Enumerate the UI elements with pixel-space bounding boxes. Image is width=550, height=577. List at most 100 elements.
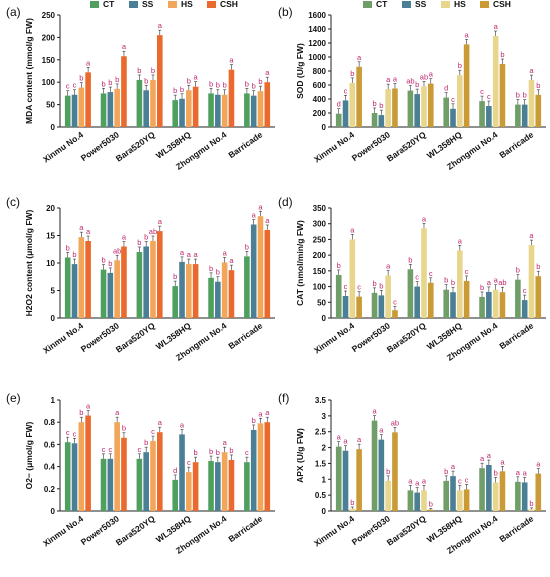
significance-letter: a <box>529 66 534 75</box>
significance-letter: b <box>173 272 177 281</box>
significance-letter: a <box>357 53 362 62</box>
bar <box>535 276 542 318</box>
bar <box>499 64 506 127</box>
legend-label: SS <box>415 0 427 9</box>
bar <box>215 462 221 511</box>
bar <box>244 462 250 511</box>
bar <box>221 452 228 511</box>
y-tick-label: 0 <box>322 507 327 516</box>
x-tick-label: Xinmu No.4 <box>312 513 356 548</box>
bar <box>136 458 143 511</box>
bar <box>208 461 214 511</box>
significance-letter: a <box>386 75 391 84</box>
y-tick-label: 50 <box>46 101 55 110</box>
significance-letter: a <box>229 256 234 265</box>
bar <box>492 482 499 511</box>
chart-panel-4: (d) CAT (nmol/min/g FW) 0 50 100 150 200 250 300… <box>278 195 546 363</box>
significance-letter: c <box>523 286 527 295</box>
significance-letter: b <box>252 82 256 91</box>
bar <box>107 458 114 511</box>
significance-letter: c <box>66 82 70 91</box>
significance-letter: a <box>158 217 163 226</box>
chart-panel-5: (e)O2− (μmol/g FW)00.20.40.60.81c cbaXinm… <box>6 391 275 556</box>
significance-letter: b <box>536 262 540 271</box>
chart-panel-6: (f)APX (U/g FW)00.511.522.533.5a abaXinmu… <box>278 391 546 556</box>
bar <box>378 115 385 127</box>
bar <box>121 246 127 318</box>
bar <box>114 260 120 318</box>
bar <box>250 429 257 511</box>
bar <box>385 275 391 318</box>
y-tick-label: 0 <box>51 507 56 516</box>
bar <box>143 90 149 127</box>
significance-letter: b <box>144 76 148 85</box>
bar <box>515 104 521 127</box>
bar <box>114 422 120 511</box>
legend-swatch <box>480 1 489 8</box>
bar <box>392 432 398 511</box>
y-tick-label: 2 <box>322 444 327 453</box>
significance-letter: a <box>422 476 427 485</box>
significance-letter: b <box>252 416 256 425</box>
bar <box>457 75 463 127</box>
bar <box>228 270 235 318</box>
significance-letter: a <box>494 276 499 285</box>
significance-letter: a <box>265 216 270 225</box>
significance-letter: a <box>122 233 127 242</box>
chart-panel-2: (b) SOD (U/g FW) 0 200 400 600 800 1000 1200 1400… <box>278 0 546 172</box>
significance-letter: ab <box>498 278 506 287</box>
bar <box>78 422 85 511</box>
bar <box>150 241 156 318</box>
bar <box>356 296 362 318</box>
bar <box>535 473 542 511</box>
y-tick-label: 100 <box>42 78 56 87</box>
significance-letter: c <box>465 475 469 484</box>
y-tick-label: 0.8 <box>44 418 56 427</box>
y-tick-label: 15 <box>46 232 55 241</box>
x-tick-label: Barricade <box>497 513 535 544</box>
significance-letter: a <box>393 75 398 84</box>
y-tick-label: 1200 <box>308 39 326 48</box>
significance-letter: a <box>357 435 362 444</box>
x-tick-label: Barricade <box>226 129 264 160</box>
bar <box>64 257 71 318</box>
y-tick-label: 10 <box>46 259 55 268</box>
significance-letter: a <box>194 250 199 259</box>
y-tick-label: 50 <box>317 298 326 307</box>
legend-swatch <box>363 1 372 8</box>
x-tick-label: Barricade <box>226 513 264 544</box>
bar <box>371 420 378 511</box>
legend-swatch <box>441 1 450 8</box>
y-tick-label: 250 <box>42 11 56 20</box>
bar <box>150 441 156 511</box>
bar <box>100 458 107 511</box>
x-tick-label: Bara520YQ <box>114 129 157 163</box>
bar <box>443 97 450 127</box>
panel-label: (c) <box>6 195 20 209</box>
bar <box>349 239 356 318</box>
bar <box>136 79 143 127</box>
y-axis-label: CAT (nmol/min/g FW) <box>295 220 305 306</box>
legend-label: CT <box>103 0 115 9</box>
significance-letter: a <box>86 227 91 236</box>
bar <box>479 296 485 318</box>
bar <box>143 452 149 511</box>
significance-letter: c <box>102 445 106 454</box>
y-tick-label: 350 <box>313 204 327 213</box>
legend-label: CSH <box>220 0 238 9</box>
significance-letter: b <box>500 50 504 59</box>
bar <box>371 292 378 318</box>
bar <box>172 100 179 127</box>
bar <box>492 289 499 318</box>
bar <box>257 91 264 127</box>
significance-letter: c <box>108 445 112 454</box>
y-tick-label: 3 <box>322 412 327 421</box>
x-tick-label: Bara520YQ <box>385 513 428 547</box>
bar <box>421 228 427 318</box>
bar <box>486 291 492 318</box>
significance-letter: b <box>444 276 448 285</box>
significance-letter: b <box>122 424 126 433</box>
significance-letter: b <box>108 259 112 268</box>
x-tick-label: Barricade <box>226 320 264 351</box>
